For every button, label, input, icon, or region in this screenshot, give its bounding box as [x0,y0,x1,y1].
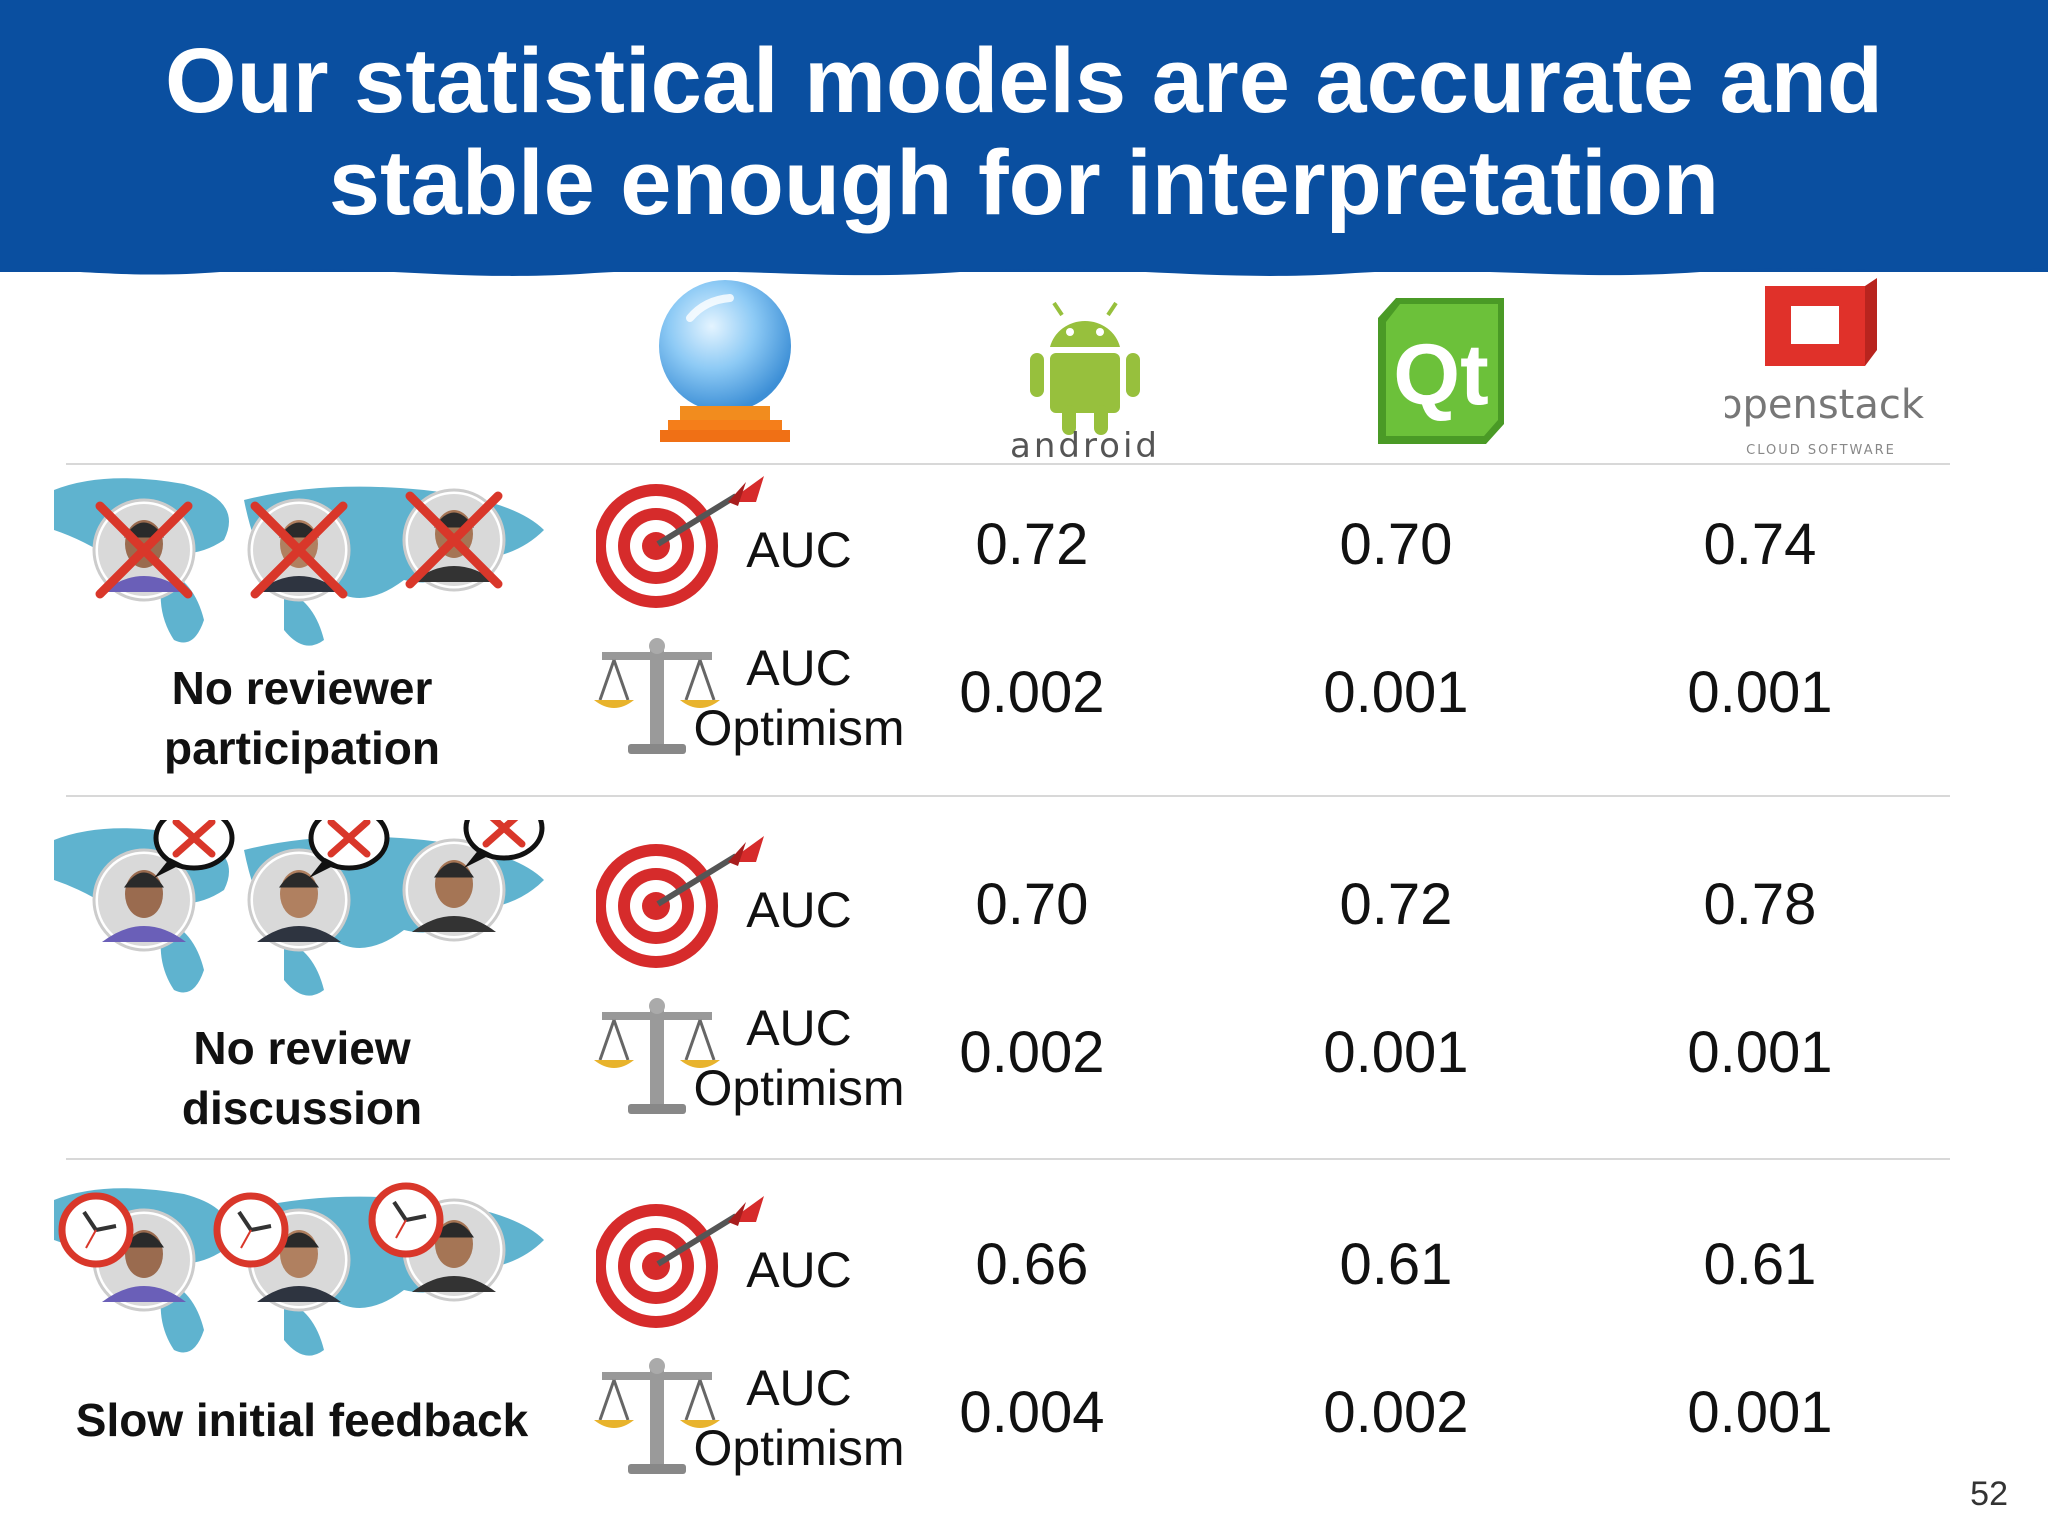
qt-wordmark: Qt [1393,327,1489,423]
dartboard-icon [596,476,764,608]
dartboard-icon [596,836,764,968]
row-label: No review discussion [0,1018,604,1138]
value-cell-android: 0.66 [975,1232,1089,1297]
cross-mark-icon [95,501,193,599]
metric-label-line-1: AUC [746,1000,852,1056]
dartboard-icon [596,1196,764,1328]
clock-icon [213,1192,289,1268]
row-label-line-2: discussion [181,1082,423,1134]
metric-label: AUC Optimism [688,1358,910,1478]
value-cell-qt: 0.001 [1323,1020,1469,1085]
metric-label: AUC [744,1240,854,1300]
crystal-ball-icon [659,280,791,442]
title-line-1: Our statistical models are accurate and [164,30,1884,132]
value-cell-openstack: 0.78 [1703,872,1817,937]
metric-label-line-2: Optimism [693,1060,905,1116]
balance-scale-icon [594,1358,720,1474]
title-banner: Our statistical models are accurate and … [0,0,2048,276]
row-label: Slow initial feedback [0,1390,604,1450]
clock-icon [368,1182,444,1258]
value-cell-android: 0.002 [959,1020,1105,1085]
openstack-subtitle: CLOUD SOFTWARE [1746,443,1896,458]
slide-title: Our statistical models are accurate and … [0,30,2048,234]
torn-edge [0,256,2048,276]
world-map-reviewers [54,1182,544,1356]
android-wordmark: android [1010,426,1160,465]
value-cell-qt: 0.70 [1339,512,1453,577]
no-comment-bubble-icon [308,820,390,878]
openstack-logo: openstack CLOUD SOFTWARE [1725,278,1925,458]
row-label-line-1: Slow initial feedback [75,1394,529,1446]
row-label-line-2: participation [163,722,441,774]
world-map-reviewers [54,478,544,646]
divider-row-1 [66,795,1950,797]
balance-scale-icon [594,638,720,754]
balance-scale-icon [594,998,720,1114]
no-comment-bubble-icon [463,820,545,868]
metric-label-line-1: AUC [746,640,852,696]
metric-label-line-1: AUC [746,882,852,938]
title-line-2: stable enough for interpretation [328,132,1720,234]
android-logo: android [1010,301,1160,465]
clock-icon [58,1192,134,1268]
value-cell-android: 0.70 [975,872,1089,937]
openstack-wordmark: openstack [1725,382,1925,428]
metric-label-line-1: AUC [746,1242,852,1298]
divider-row-2 [66,1158,1950,1160]
cross-mark-icon [405,491,503,589]
value-cell-openstack: 0.61 [1703,1232,1817,1297]
value-cell-qt: 0.61 [1339,1232,1453,1297]
metric-label: AUC [744,880,854,940]
value-cell-openstack: 0.001 [1687,1380,1833,1445]
metric-label: AUC Optimism [688,638,910,758]
row-label: No reviewer participation [0,658,604,778]
value-cell-android: 0.72 [975,512,1089,577]
world-map-reviewers [54,820,545,996]
divider-header [66,463,1950,465]
page-number: 52 [1970,1475,2008,1513]
cross-mark-icon [250,501,348,599]
metric-label: AUC Optimism [688,998,910,1118]
metric-label-line-2: Optimism [693,700,905,756]
value-cell-android: 0.004 [959,1380,1105,1445]
row-label-line-1: No reviewer [171,662,433,714]
value-cell-qt: 0.72 [1339,872,1453,937]
value-cell-openstack: 0.001 [1687,1020,1833,1085]
metric-label: AUC [744,520,854,580]
value-cell-qt: 0.001 [1323,660,1469,725]
row-label-line-1: No review [193,1022,411,1074]
value-cell-openstack: 0.74 [1703,512,1817,577]
qt-logo: Qt [1378,298,1504,444]
value-cell-qt: 0.002 [1323,1380,1469,1445]
value-cell-android: 0.002 [959,660,1105,725]
no-comment-bubble-icon [153,820,235,878]
metric-label-line-1: AUC [746,522,852,578]
value-cell-openstack: 0.001 [1687,660,1833,725]
metric-label-line-2: Optimism [693,1420,905,1476]
metric-label-line-1: AUC [746,1360,852,1416]
